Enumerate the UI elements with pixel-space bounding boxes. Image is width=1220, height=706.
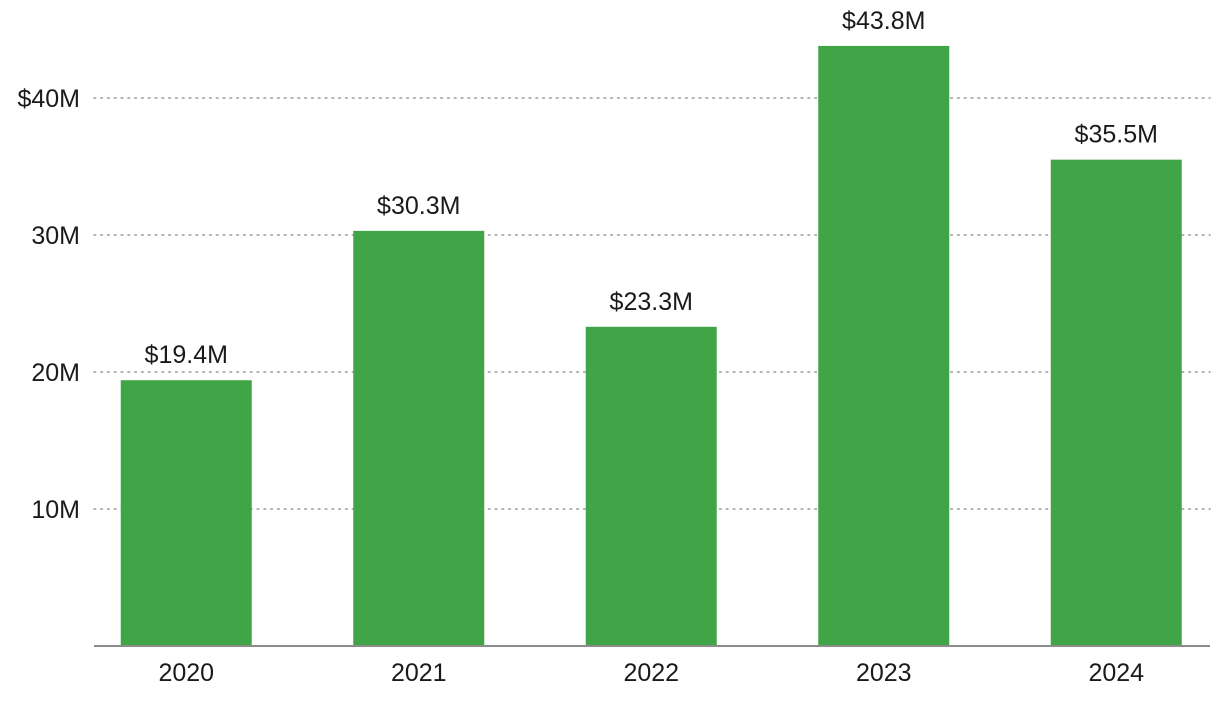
x-tick-label-2024: 2024 — [1088, 659, 1144, 687]
bar-2024 — [1050, 159, 1182, 646]
y-tick-label: 30M — [31, 222, 80, 250]
x-tick-label-2020: 2020 — [158, 659, 214, 687]
data-label-2024: $35.5M — [1075, 121, 1158, 149]
y-tick-label: 20M — [31, 359, 80, 387]
y-axis-ticks: 10M 20M 30M $40M — [17, 85, 80, 524]
data-label-2022: $23.3M — [610, 288, 693, 316]
x-tick-label-2021: 2021 — [391, 659, 447, 687]
data-labels: $19.4M $30.3M $23.3M $43.8M $35.5M — [145, 7, 1158, 369]
bar-2021 — [353, 230, 485, 646]
data-label-2023: $43.8M — [842, 7, 925, 35]
bar-2020 — [120, 380, 252, 646]
data-label-2020: $19.4M — [145, 341, 228, 369]
bars-layer — [120, 45, 1182, 646]
x-axis-ticks: 2020 2021 2022 2023 2024 — [158, 659, 1144, 687]
x-tick-label-2022: 2022 — [623, 659, 679, 687]
y-tick-label: 10M — [31, 496, 80, 524]
bar-2023 — [818, 45, 950, 646]
data-label-2021: $30.3M — [377, 192, 460, 220]
y-tick-label: $40M — [17, 85, 80, 113]
bar-2022 — [585, 326, 717, 646]
x-tick-label-2023: 2023 — [856, 659, 912, 687]
